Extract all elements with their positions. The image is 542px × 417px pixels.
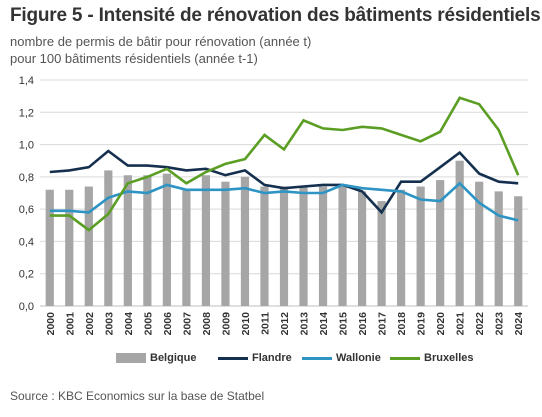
- x-tick-label: 2014: [318, 312, 330, 336]
- x-tick-label: 2006: [162, 312, 174, 336]
- legend-label-belgique: Belgique: [150, 352, 197, 364]
- bar-belgique-2006: [162, 173, 171, 306]
- bar-belgique-2021: [455, 160, 464, 306]
- source-note: Source : KBC Economics sur la base de St…: [10, 389, 265, 403]
- x-tick-label: 2020: [435, 312, 447, 336]
- bar-belgique-2001: [65, 189, 74, 306]
- x-tick-label: 2008: [201, 312, 213, 336]
- bar-belgique-2011: [260, 186, 269, 306]
- bar-belgique-2017: [377, 201, 386, 306]
- bar-belgique-2005: [143, 175, 152, 306]
- y-axis-ticks: 0,0 0,2 0,4 0,6 0,8 1,0 1,2 1,4: [19, 75, 34, 313]
- bar-belgique-2008: [201, 175, 211, 306]
- x-tick-label: 2009: [220, 312, 232, 336]
- x-tick-label: 2002: [84, 312, 96, 336]
- series-lines: [49, 96, 520, 232]
- bar-belgique-2004: [123, 175, 132, 306]
- legend-label-flandre: Flandre: [252, 352, 292, 364]
- legend-swatch-belgique: [116, 353, 146, 363]
- x-axis-ticks: 2000 2001 2002 2003 2004 2005 2006 2007 2008 2009…: [45, 312, 525, 336]
- y-tick-label: 0,2: [19, 269, 34, 281]
- x-tick-label: 2001: [64, 312, 76, 336]
- bar-belgique-2009: [221, 181, 230, 306]
- bar-belgique-2018: [397, 189, 406, 306]
- bar-belgique-2014: [318, 186, 328, 306]
- x-tick-label: 2015: [338, 312, 350, 336]
- bar-belgique-2024: [514, 196, 523, 306]
- chart-subtitle-line1: nombre de permis de bâtir pour rénovatio…: [10, 34, 312, 49]
- legend-item-wallonie: Wallonie: [302, 352, 381, 364]
- line-flandre: [49, 149, 519, 215]
- y-tick-label: 1,0: [19, 140, 34, 152]
- bar-belgique-2019: [416, 186, 425, 306]
- y-tick-label: 0,8: [19, 172, 34, 184]
- x-tick-label: 2016: [357, 312, 369, 336]
- y-tick-label: 0,0: [19, 301, 34, 313]
- legend-label-wallonie: Wallonie: [336, 352, 381, 364]
- x-tick-label: 2013: [299, 312, 311, 336]
- x-tick-label: 2012: [279, 312, 291, 336]
- x-tick-label: 2018: [396, 312, 408, 336]
- bar-belgique-2012: [279, 186, 289, 306]
- x-tick-label: 2007: [181, 312, 193, 336]
- legend-label-bruxelles: Bruxelles: [424, 352, 474, 364]
- x-tick-label: 2011: [259, 312, 271, 335]
- y-tick-label: 1,2: [19, 107, 34, 119]
- bar-belgique-2023: [494, 191, 503, 306]
- x-tick-label: 2000: [45, 312, 57, 336]
- bar-belgique-2010: [240, 176, 250, 306]
- y-tick-label: 0,4: [19, 236, 34, 248]
- legend-item-belgique: Belgique: [116, 352, 196, 364]
- x-tick-label: 2004: [123, 312, 135, 336]
- x-tick-label: 2023: [494, 312, 506, 336]
- legend-swatch-flandre: [218, 356, 248, 360]
- bar-belgique-2002: [84, 186, 93, 306]
- bar-belgique-2016: [357, 191, 367, 306]
- x-tick-label: 2003: [103, 312, 115, 336]
- x-tick-label: 2010: [240, 312, 252, 336]
- line-wallonie: [49, 181, 519, 222]
- bar-belgique-2013: [299, 186, 308, 306]
- chart-legend: Belgique Flandre Wallonie Bruxelles: [0, 352, 542, 370]
- y-tick-label: 1,4: [19, 75, 34, 87]
- bar-belgique-2003: [104, 170, 113, 306]
- x-tick-label: 2022: [474, 312, 486, 336]
- legend-swatch-bruxelles: [390, 356, 420, 360]
- line-bruxelles: [49, 96, 520, 232]
- bar-belgique-2020: [436, 180, 445, 306]
- legend-swatch-wallonie: [302, 356, 332, 360]
- chart-subtitle-line2: pour 100 bâtiments résidentiels (année t…: [10, 51, 258, 66]
- chart-title: Figure 5 - Intensité de rénovation des b…: [10, 5, 541, 26]
- x-tick-label: 2024: [513, 312, 525, 336]
- bars-belgique: [45, 160, 523, 306]
- bar-belgique-2022: [475, 181, 484, 306]
- x-tick-label: 2017: [377, 312, 389, 336]
- x-tick-label: 2021: [455, 312, 467, 336]
- legend-item-bruxelles: Bruxelles: [390, 352, 474, 364]
- bar-belgique-2007: [182, 189, 191, 306]
- legend-item-flandre: Flandre: [218, 352, 292, 364]
- y-tick-label: 0,6: [19, 204, 34, 216]
- bar-belgique-2000: [45, 189, 54, 306]
- x-tick-label: 2005: [142, 312, 154, 336]
- bar-belgique-2015: [338, 184, 347, 306]
- x-tick-label: 2019: [416, 312, 428, 336]
